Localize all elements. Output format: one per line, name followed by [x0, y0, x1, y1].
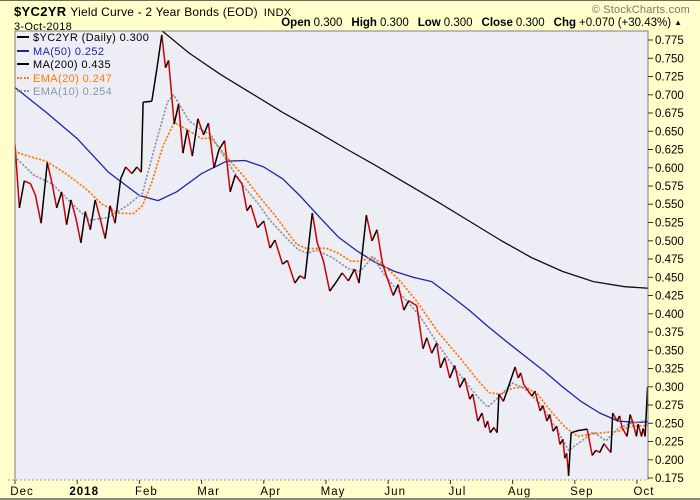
plot-border: [14, 30, 649, 480]
y-tick-label: 0.300: [655, 382, 684, 394]
chart-legend: $YC2YR (Daily) 0.300 MA(50) 0.252 MA(200) …: [17, 32, 149, 100]
ema10-line: [15, 93, 648, 452]
x-tick-label: Aug: [508, 486, 531, 498]
low-label: Low: [417, 17, 441, 29]
solid-line-swatch: [17, 63, 29, 65]
close-label: Close: [481, 17, 513, 29]
symbol: $YC2YR: [14, 4, 67, 19]
y-tick-label: 0.225: [655, 437, 684, 449]
y-tick-label: 0.350: [655, 345, 684, 357]
legend-item-4: EMA(10) 0.254: [17, 86, 149, 100]
open-value: 0.300: [313, 17, 343, 29]
low-value: 0.300: [443, 17, 473, 29]
quote-bar: Open 0.300 High 0.300 Low 0.300 Close 0.300 Chg +…: [281, 17, 682, 29]
high-value: 0.300: [379, 17, 409, 29]
y-tick-label: 0.650: [655, 126, 684, 138]
y-tick-label: 0.775: [655, 35, 684, 47]
y-tick-label: 0.475: [655, 254, 684, 266]
dotted-line-swatch: [17, 90, 29, 92]
y-tick-label: 0.425: [655, 291, 684, 303]
legend-label: MA(200) 0.435: [33, 59, 111, 71]
y-tick-label: 0.525: [655, 218, 684, 230]
legend-item-2: MA(200) 0.435: [17, 59, 149, 73]
copyright: © StockCharts.com: [591, 4, 690, 16]
y-tick-label: 0.600: [655, 163, 684, 175]
y-tick-label: 0.275: [655, 400, 684, 412]
x-tick-label: May: [321, 486, 346, 498]
x-tick-label: Jul: [449, 486, 467, 498]
y-tick-label: 0.450: [655, 272, 684, 284]
y-tick-label: 0.575: [655, 181, 684, 193]
legend-item-3: EMA(20) 0.247: [17, 73, 149, 87]
price-line-up: [18, 34, 648, 476]
y-tick-label: 0.675: [655, 108, 684, 120]
y-tick-label: 0.750: [655, 53, 684, 65]
y-tick-label: 0.325: [655, 364, 684, 376]
legend-label: EMA(10) 0.254: [33, 86, 113, 98]
solid-line-swatch: [17, 36, 29, 38]
y-tick-label: 0.725: [655, 72, 684, 84]
legend-label: MA(50) 0.252: [33, 45, 105, 58]
legend-label: EMA(20) 0.247: [33, 72, 113, 85]
date-label: 3-Oct-2018: [14, 21, 73, 33]
exchange-label: INDX: [263, 7, 292, 19]
y-tick-label: 0.375: [655, 327, 684, 339]
y-tick-label: 0.250: [655, 418, 684, 430]
x-tick-label: Sep: [570, 486, 593, 498]
y-tick-label: 0.400: [655, 309, 684, 321]
ma200-line: [161, 31, 648, 289]
dotted-line-swatch: [17, 76, 29, 79]
y-tick-label: 0.625: [655, 145, 684, 157]
x-tick-label: Oct: [634, 486, 655, 498]
solid-line-swatch: [17, 49, 29, 52]
change-up-icon: ▲: [674, 18, 682, 27]
x-tick-label: Dec: [10, 486, 33, 498]
legend-item-1: MA(50) 0.252: [17, 46, 149, 60]
close-value: 0.300: [515, 17, 545, 29]
chg-label: Chg: [553, 17, 576, 29]
x-tick-label: 2018: [69, 486, 99, 498]
y-tick-label: 0.200: [655, 455, 684, 467]
price-line-down: [15, 34, 646, 476]
x-tick-label: Feb: [135, 486, 158, 498]
x-tick-label: Apr: [260, 486, 281, 498]
chart-title: Yield Curve - 2 Year Bonds (EOD): [70, 5, 258, 19]
legend-label: $YC2YR (Daily) 0.300: [33, 32, 150, 44]
ma50-line: [15, 86, 648, 424]
y-tick-label: 0.175: [655, 473, 684, 485]
y-tick-label: 0.550: [655, 199, 684, 211]
subheader: 3-Oct-2018 Open 0.300 High 0.300 Low 0.300 Clo…: [14, 17, 690, 33]
x-tick-label: Jun: [384, 486, 406, 498]
high-label: High: [351, 17, 377, 29]
header: $YC2YR Yield Curve - 2 Year Bonds (EOD) IN…: [14, 3, 686, 19]
open-label: Open: [281, 17, 311, 29]
plot-area: [15, 31, 648, 480]
y-tick-label: 0.700: [655, 90, 684, 102]
y-tick-label: 0.500: [655, 236, 684, 248]
chg-value: +0.070 (+30.43%): [579, 17, 672, 29]
legend-item-0: $YC2YR (Daily) 0.300: [17, 32, 149, 46]
x-tick-label: Mar: [197, 486, 220, 498]
